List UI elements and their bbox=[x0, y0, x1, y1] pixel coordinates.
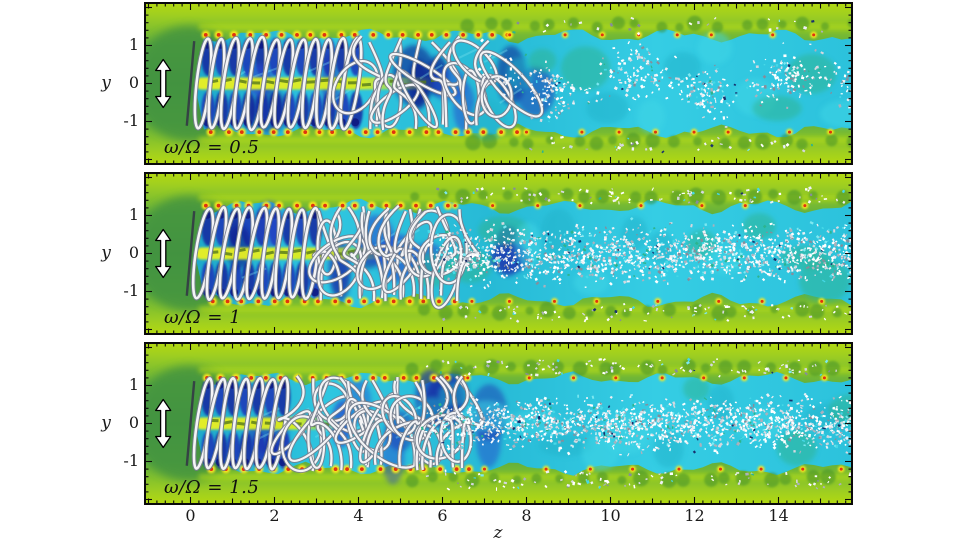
y-axis-tick-label: 1 bbox=[128, 204, 139, 224]
flow-field-svg bbox=[144, 172, 853, 335]
y-axis-tick-label: 0 bbox=[128, 412, 139, 432]
y-axis-title: y bbox=[101, 243, 111, 263]
ticks-layer bbox=[145, 3, 852, 164]
x-axis-tick-label: 4 bbox=[353, 506, 364, 525]
wake-layer bbox=[144, 2, 853, 165]
x-axis-tick-label: 0 bbox=[185, 506, 196, 525]
y-axis-tick-label: 1 bbox=[128, 34, 139, 54]
cylinder-body bbox=[185, 40, 196, 126]
y-axis-tick-label: -1 bbox=[123, 110, 139, 130]
cylinder-body bbox=[185, 380, 196, 466]
y-axis-tick-label: -1 bbox=[123, 280, 139, 300]
panel-regime-label: ω/Ω = 0.5 bbox=[164, 137, 260, 158]
y-axis-title: y bbox=[101, 413, 111, 433]
flow-panel-omega-ratio-1.5: ω/Ω = 1.5 bbox=[144, 342, 853, 505]
wake-layer bbox=[144, 342, 853, 505]
y-axis-tick-label: 0 bbox=[128, 242, 139, 262]
x-axis-tick-label: 6 bbox=[437, 506, 448, 525]
y-axis-tick-label: -1 bbox=[123, 450, 139, 470]
flow-panel-omega-ratio-0.5: ω/Ω = 0.5 bbox=[144, 2, 853, 165]
x-axis-tick-label: 10 bbox=[600, 506, 621, 525]
y-axis-tick-label: 1 bbox=[128, 374, 139, 394]
wake-layer bbox=[144, 172, 853, 335]
x-axis-tick-label: 12 bbox=[684, 506, 705, 525]
x-axis-tick-label: 14 bbox=[768, 506, 789, 525]
panel-border bbox=[144, 342, 853, 505]
x-axis-tick-label: 2 bbox=[269, 506, 280, 525]
x-axis-tick-label: 8 bbox=[521, 506, 532, 525]
y-axis-title: y bbox=[101, 73, 111, 93]
speckle-layer bbox=[422, 186, 853, 323]
panel-border bbox=[144, 172, 853, 335]
flow-field-svg bbox=[144, 342, 853, 505]
vortex-rings-layer bbox=[190, 204, 322, 303]
flow-field-svg bbox=[144, 2, 853, 165]
tangle-layer bbox=[331, 34, 545, 131]
oscillation-arrow bbox=[155, 58, 172, 109]
flow-panel-omega-ratio-1: ω/Ω = 1 bbox=[144, 172, 853, 335]
panel-regime-label: ω/Ω = 1.5 bbox=[164, 477, 260, 498]
oscillation-arrow bbox=[155, 228, 172, 279]
speckle-layer bbox=[411, 357, 853, 491]
tangle-layer bbox=[269, 374, 485, 474]
panel-regime-label: ω/Ω = 1 bbox=[164, 307, 242, 328]
speckle-layer bbox=[477, 16, 853, 154]
vortex-rings-layer bbox=[192, 34, 364, 133]
cylinder-body bbox=[185, 210, 196, 296]
panel-border bbox=[144, 2, 853, 165]
y-axis-tick-label: 0 bbox=[128, 72, 139, 92]
x-axis-title: z bbox=[493, 523, 503, 540]
oscillation-arrow bbox=[155, 398, 172, 449]
vortex-rings-layer bbox=[191, 375, 291, 472]
